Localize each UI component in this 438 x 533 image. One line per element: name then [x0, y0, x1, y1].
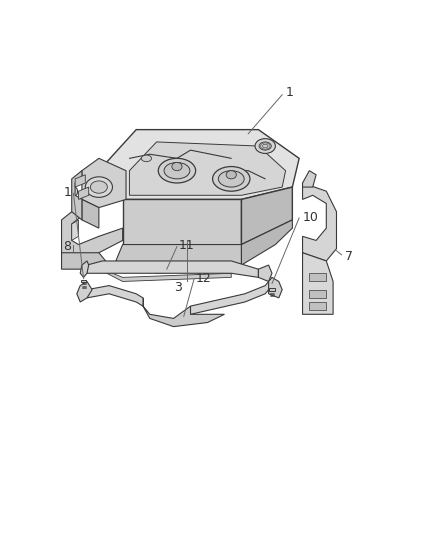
Ellipse shape [212, 166, 250, 191]
Ellipse shape [219, 171, 244, 187]
Polygon shape [82, 158, 126, 207]
Polygon shape [61, 212, 123, 261]
Polygon shape [303, 253, 333, 314]
Polygon shape [130, 142, 286, 195]
Polygon shape [269, 288, 275, 290]
Polygon shape [309, 290, 326, 298]
Polygon shape [116, 245, 241, 273]
Polygon shape [123, 199, 241, 245]
Ellipse shape [90, 181, 107, 193]
Polygon shape [268, 277, 282, 298]
Polygon shape [303, 183, 336, 261]
Polygon shape [75, 175, 85, 187]
Text: 10: 10 [303, 212, 318, 224]
Polygon shape [72, 171, 82, 220]
Polygon shape [87, 261, 258, 277]
Text: 3: 3 [174, 281, 182, 294]
Text: 12: 12 [196, 272, 212, 285]
Text: 8: 8 [63, 240, 71, 253]
Ellipse shape [226, 171, 237, 179]
Polygon shape [99, 261, 231, 281]
Polygon shape [309, 273, 326, 281]
Polygon shape [87, 286, 143, 306]
Polygon shape [78, 187, 88, 199]
Ellipse shape [172, 163, 182, 171]
Text: 10: 10 [63, 185, 79, 198]
Text: 7: 7 [345, 251, 353, 263]
Polygon shape [61, 253, 106, 269]
Polygon shape [241, 187, 293, 245]
Ellipse shape [259, 142, 271, 150]
Ellipse shape [255, 139, 276, 154]
Polygon shape [81, 280, 86, 282]
Ellipse shape [158, 158, 196, 183]
Polygon shape [80, 261, 88, 277]
Polygon shape [143, 298, 224, 327]
Polygon shape [191, 281, 272, 314]
Polygon shape [77, 281, 92, 302]
Polygon shape [82, 199, 99, 228]
Polygon shape [72, 220, 78, 240]
Polygon shape [99, 130, 299, 199]
Ellipse shape [141, 155, 152, 161]
Polygon shape [258, 265, 272, 281]
Ellipse shape [85, 177, 113, 197]
Text: 11: 11 [179, 239, 194, 252]
Polygon shape [303, 171, 316, 187]
Text: 1: 1 [286, 86, 293, 99]
Polygon shape [241, 220, 293, 265]
Ellipse shape [164, 163, 190, 179]
Polygon shape [309, 302, 326, 310]
